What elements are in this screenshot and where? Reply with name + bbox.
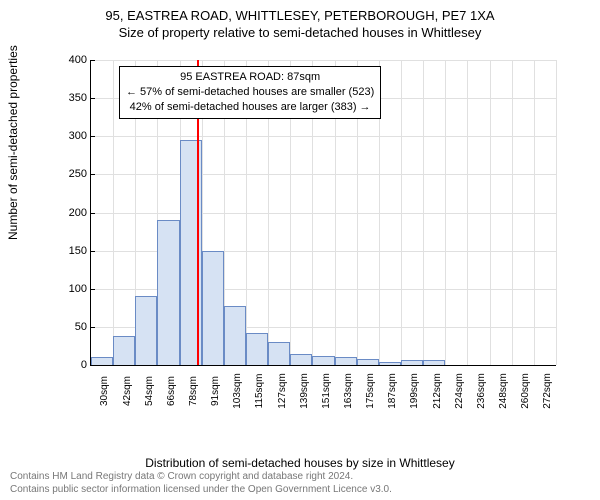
histogram-bar [202, 251, 224, 365]
x-tick: 224sqm [450, 373, 465, 409]
x-tick: 236sqm [472, 373, 487, 409]
x-tick: 139sqm [295, 373, 310, 409]
gridline-h [91, 136, 556, 137]
title-line-2: Size of property relative to semi-detach… [0, 25, 600, 40]
y-tick: 100 [69, 283, 91, 295]
histogram-bar [290, 354, 312, 365]
y-tick: 300 [69, 130, 91, 142]
title-line-1: 95, EASTREA ROAD, WHITTLESEY, PETERBOROU… [0, 8, 600, 23]
y-tick: 400 [69, 54, 91, 66]
histogram-bar [401, 360, 423, 365]
x-tick: 54sqm [140, 376, 155, 406]
histogram-bar [423, 360, 445, 365]
y-tick: 0 [81, 359, 91, 371]
gridline-v [512, 60, 513, 365]
callout-box: 95 EASTREA ROAD: 87sqm ← 57% of semi-det… [119, 66, 381, 119]
gridline-v [401, 60, 402, 365]
gridline-v [113, 60, 114, 365]
histogram-bar [357, 359, 379, 365]
histogram-bar [268, 342, 290, 365]
gridline-v [490, 60, 491, 365]
x-tick: 66sqm [162, 376, 177, 406]
x-tick: 103sqm [228, 373, 243, 409]
x-tick: 163sqm [339, 373, 354, 409]
y-axis-label: Number of semi-detached properties [6, 45, 20, 240]
gridline-h [91, 60, 556, 61]
y-tick: 150 [69, 245, 91, 257]
x-tick: 260sqm [516, 373, 531, 409]
gridline-h [91, 174, 556, 175]
histogram-bar [224, 306, 246, 365]
x-tick: 42sqm [118, 376, 133, 406]
y-tick: 250 [69, 168, 91, 180]
histogram-bar [157, 220, 179, 365]
footer-line-2: Contains public sector information licen… [10, 484, 392, 497]
x-tick: 272sqm [538, 373, 553, 409]
y-tick: 350 [69, 92, 91, 104]
y-tick: 50 [75, 321, 91, 333]
callout-line-3: 42% of semi-detached houses are larger (… [126, 100, 374, 115]
histogram-bar [135, 296, 157, 365]
y-tick: 200 [69, 207, 91, 219]
gridline-v [423, 60, 424, 365]
x-tick: 30sqm [95, 376, 110, 406]
histogram-bar [113, 336, 135, 365]
footer: Contains HM Land Registry data © Crown c… [10, 471, 392, 496]
x-tick: 187sqm [383, 373, 398, 409]
histogram-bar [335, 357, 357, 365]
x-tick: 78sqm [184, 376, 199, 406]
x-tick: 212sqm [428, 373, 443, 409]
x-tick: 248sqm [494, 373, 509, 409]
x-tick: 175sqm [361, 373, 376, 409]
x-tick: 199sqm [405, 373, 420, 409]
footer-line-1: Contains HM Land Registry data © Crown c… [10, 471, 392, 484]
histogram-bar [246, 333, 268, 365]
gridline-v [467, 60, 468, 365]
gridline-v [556, 60, 557, 365]
gridline-v [534, 60, 535, 365]
gridline-h [91, 213, 556, 214]
x-tick: 115sqm [250, 374, 265, 409]
chart-container: 0 50 100 150 200 250 300 350 400 30sqm 42sqm 54sqm 6… [55, 50, 560, 415]
title-block: 95, EASTREA ROAD, WHITTLESEY, PETERBOROU… [0, 0, 600, 40]
gridline-v [445, 60, 446, 365]
histogram-bar [91, 357, 113, 365]
x-tick: 127sqm [273, 373, 288, 409]
callout-line-1: 95 EASTREA ROAD: 87sqm [126, 70, 374, 85]
histogram-bar [312, 356, 334, 365]
x-tick: 91sqm [206, 376, 221, 406]
x-axis-label: Distribution of semi-detached houses by … [0, 456, 600, 470]
x-tick: 151sqm [317, 373, 332, 409]
histogram-bar [379, 362, 401, 365]
callout-line-2: ← 57% of semi-detached houses are smalle… [126, 85, 374, 100]
plot-area: 05010015020025030035040030sqm42sqm54sqm6… [90, 60, 556, 366]
